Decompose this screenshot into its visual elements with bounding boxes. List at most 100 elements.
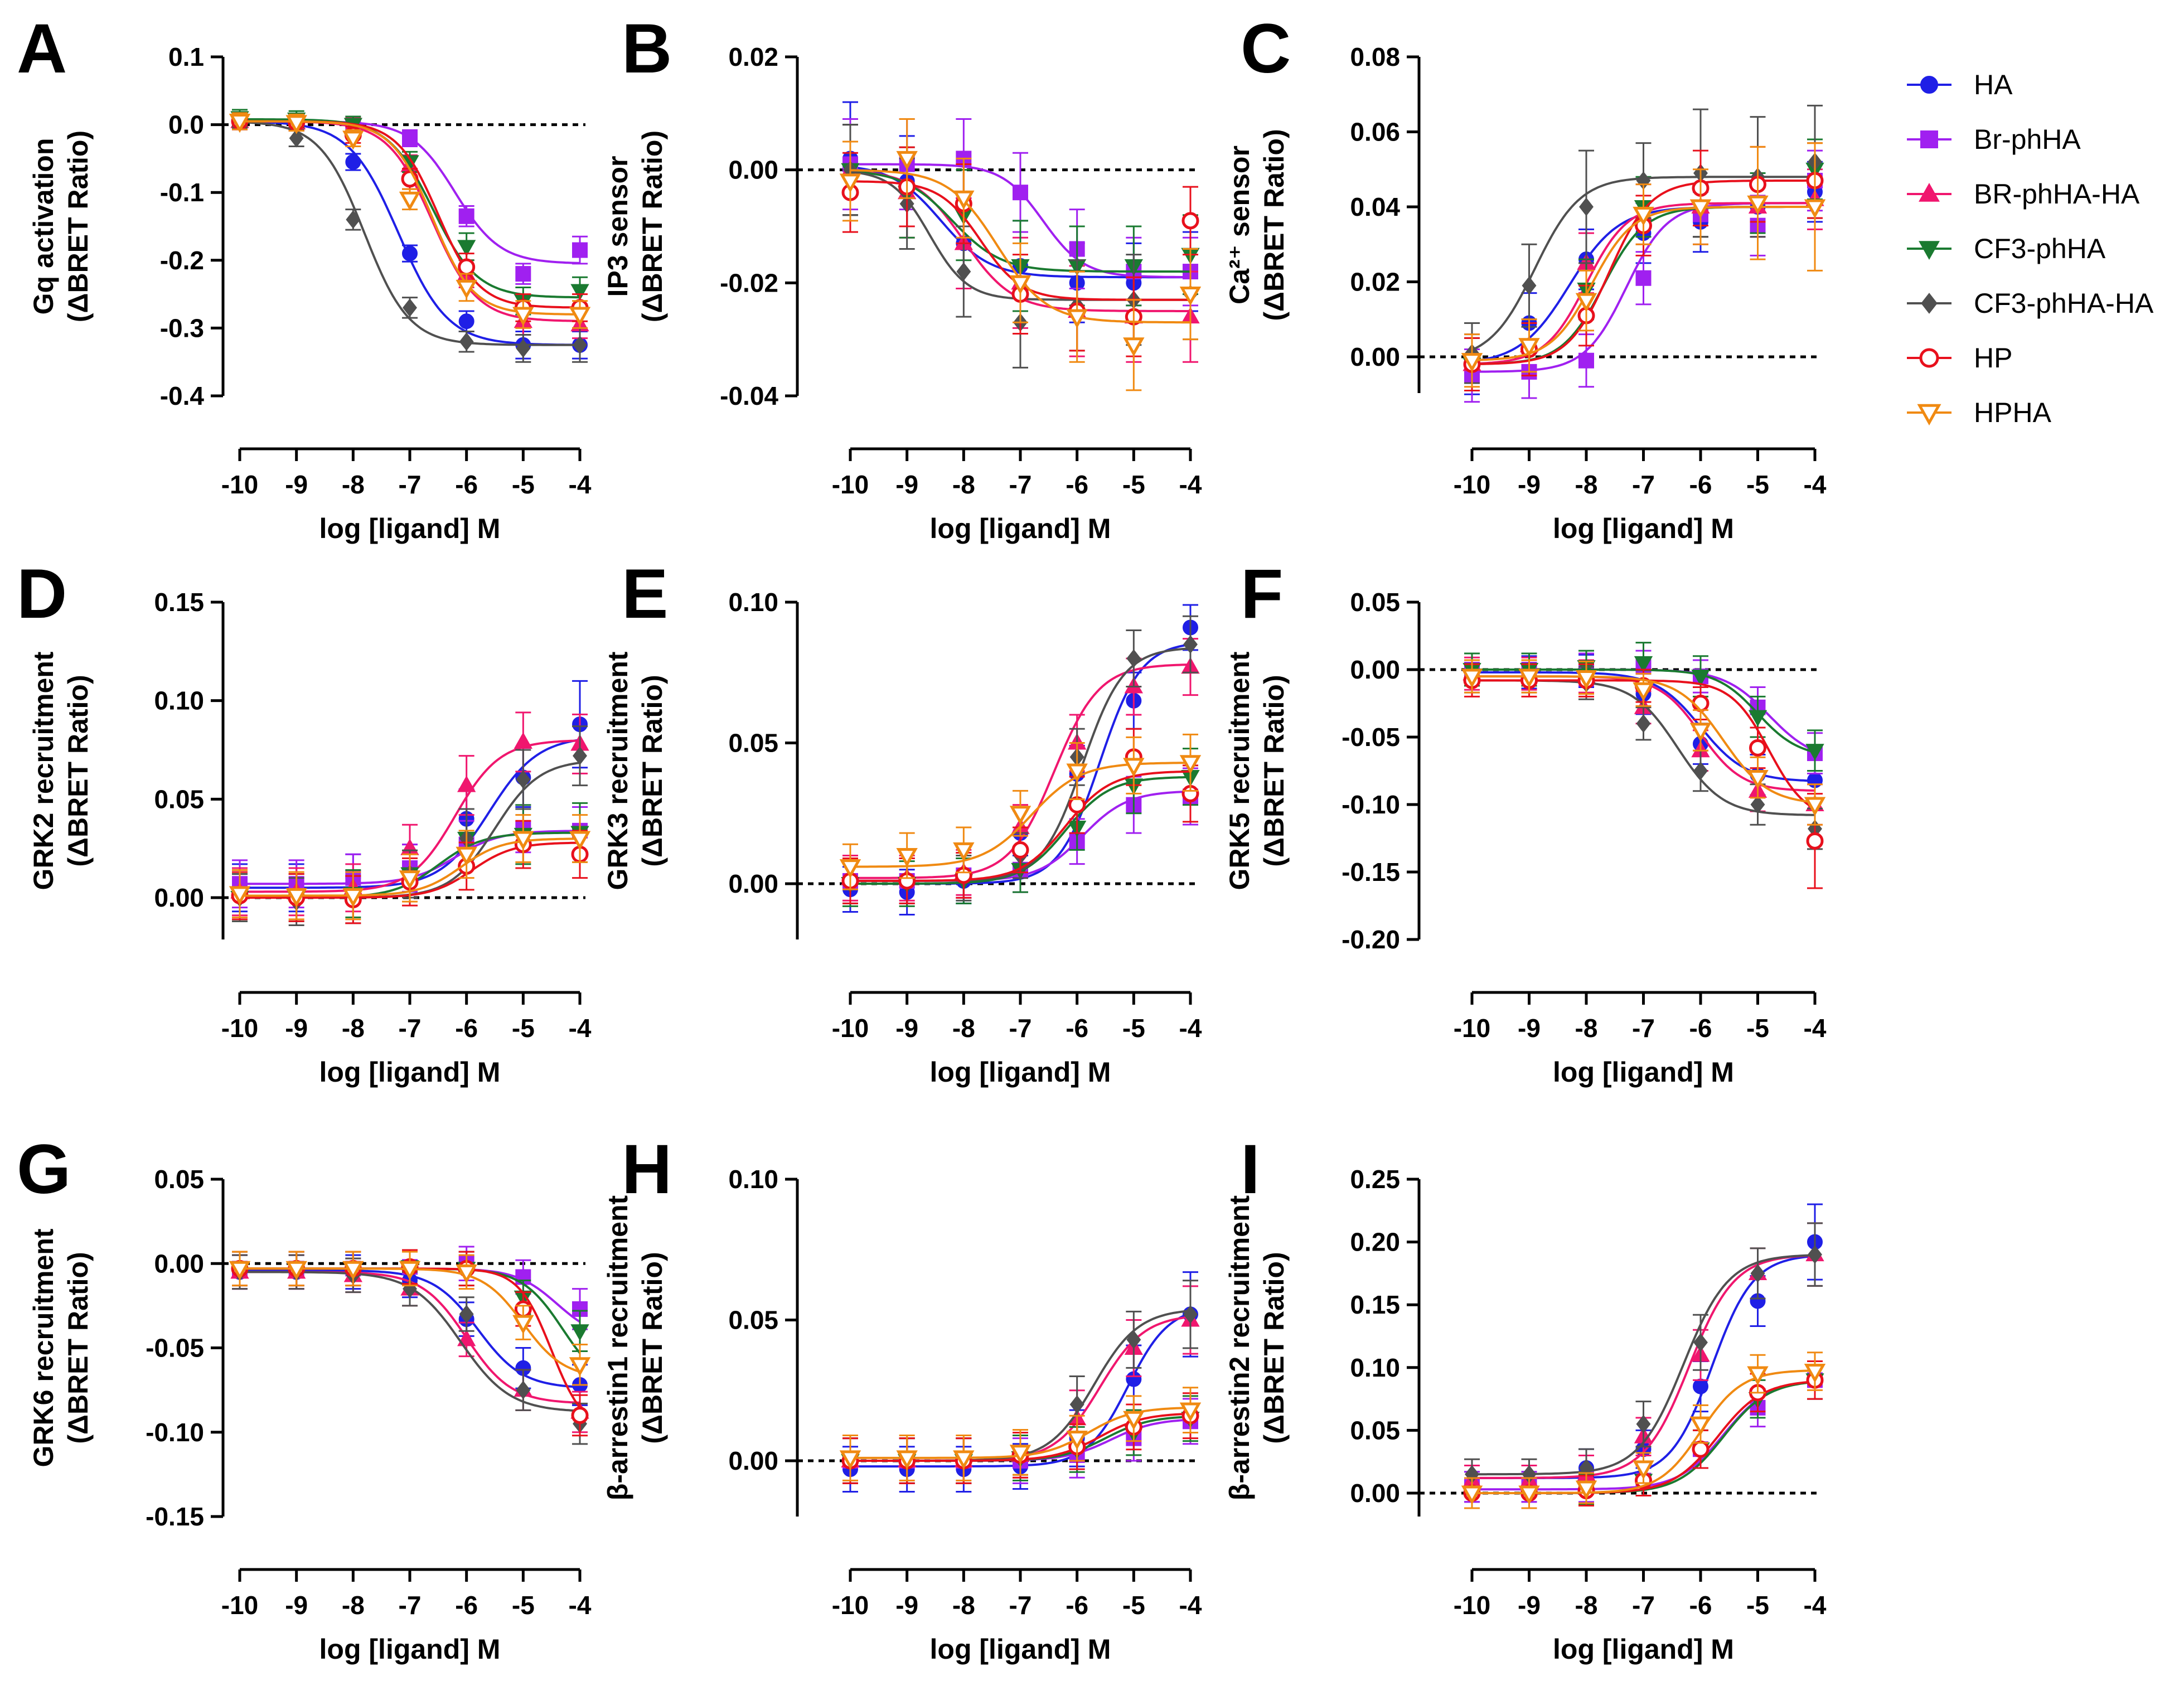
y-tick-label: 0.06 xyxy=(1350,118,1400,147)
x-tick-label: -6 xyxy=(455,1014,478,1043)
series-hpha xyxy=(839,118,1202,391)
x-tick-label: -4 xyxy=(1804,470,1827,499)
data-point xyxy=(573,336,587,355)
panel-b: B 0.02 0.00 -0.02 -0.04 -10 -9 -8 -7 -6 -5 -4 log [l… xyxy=(602,10,1202,544)
y-tick-label: 0.05 xyxy=(1350,1416,1400,1445)
y-axis-title: Ca²⁺ sensor xyxy=(1224,146,1255,304)
x-tick-label: -9 xyxy=(285,1014,308,1043)
x-tick-label: -4 xyxy=(1804,1591,1827,1620)
data-point xyxy=(572,242,588,258)
data-point xyxy=(456,279,477,299)
x-tick-label: -5 xyxy=(1746,1014,1769,1043)
y-tick-label: -0.04 xyxy=(720,381,778,410)
y-tick-label: 0.00 xyxy=(154,883,204,912)
x-tick-label: -4 xyxy=(1804,1014,1827,1043)
data-point xyxy=(229,1261,251,1281)
y-axis-title-units: (ΔBRET Ratio) xyxy=(62,130,94,322)
x-tick-label: -6 xyxy=(455,1591,478,1620)
data-point xyxy=(1123,758,1145,777)
series-ha xyxy=(232,112,588,360)
data-point xyxy=(1806,832,1824,850)
data-point xyxy=(1179,287,1202,306)
x-tick-label: -5 xyxy=(512,1014,535,1043)
y-tick-label: 0.02 xyxy=(728,42,778,71)
y-tick-label: -0.4 xyxy=(160,381,205,410)
data-point xyxy=(896,847,918,868)
data-point xyxy=(342,130,364,150)
panel-letter: C xyxy=(1241,10,1291,88)
data-point xyxy=(1689,199,1712,219)
data-point xyxy=(953,190,975,210)
data-point xyxy=(570,284,589,301)
data-point xyxy=(1183,1305,1198,1324)
data-point xyxy=(569,307,591,326)
x-tick-label: -10 xyxy=(221,1014,258,1043)
panel-letter: G xyxy=(17,1131,71,1208)
panels: A 0.1 0.0 -0.1 -0.2 -0.3 -0.4 -10 -9 -8 -7 -6 -5 -4 lo… xyxy=(17,10,1827,1665)
legend-marker xyxy=(1919,241,1940,260)
y-tick-label: 0.08 xyxy=(1350,42,1400,71)
data-point xyxy=(457,240,476,257)
x-tick-label: -7 xyxy=(1009,1591,1032,1620)
series-hpha xyxy=(1461,142,1826,388)
data-point xyxy=(1747,770,1769,789)
data-point xyxy=(1013,185,1028,201)
panel-a: A 0.1 0.0 -0.1 -0.2 -0.3 -0.4 -10 -9 -8 -7 -6 -5 -4 lo… xyxy=(17,10,592,544)
data-point xyxy=(1069,1395,1084,1414)
y-tick-label: -0.20 xyxy=(1342,925,1400,954)
data-point xyxy=(285,115,307,134)
y-tick-label: 0.02 xyxy=(1350,268,1400,297)
panel-letter: A xyxy=(17,10,67,88)
y-axis-title: IP3 sensor xyxy=(602,156,633,297)
y-tick-label: 0.10 xyxy=(154,686,204,715)
data-point xyxy=(516,1380,531,1399)
data-point xyxy=(1635,270,1652,286)
panel-letter: I xyxy=(1241,1131,1260,1208)
x-tick-label: -8 xyxy=(342,470,365,499)
data-point xyxy=(1066,1431,1088,1450)
data-point xyxy=(1633,206,1654,226)
x-tick-label: -6 xyxy=(1066,1014,1088,1043)
legend-marker xyxy=(1917,404,1941,426)
series-cf3-phha-ha xyxy=(232,112,588,363)
x-tick-label: -4 xyxy=(1179,1591,1202,1620)
y-tick-label: -0.2 xyxy=(160,246,204,275)
data-point xyxy=(516,339,531,358)
y-axis-title: β-arrestin2 recruitment xyxy=(1224,1195,1255,1500)
data-point xyxy=(399,191,421,211)
legend-label: Br-phHA xyxy=(1974,124,2081,155)
x-tick-label: -10 xyxy=(832,1591,869,1620)
data-point xyxy=(1179,1402,1202,1422)
data-point xyxy=(1518,1485,1540,1505)
data-point xyxy=(1066,309,1088,328)
data-point xyxy=(1747,1366,1769,1386)
legend: HA Br-phHA BR-phHA-HA CF3-phHA CF3-phHA-HA HP… xyxy=(1907,69,2154,428)
data-point xyxy=(896,151,918,171)
legend-item: CF3-phHA xyxy=(1907,233,2106,264)
data-point xyxy=(1009,275,1032,295)
data-point xyxy=(457,1329,476,1346)
y-tick-label: -0.15 xyxy=(1342,858,1400,886)
panel-letter: B xyxy=(622,10,672,88)
x-tick-label: -9 xyxy=(895,470,918,499)
y-tick-label: 0.25 xyxy=(1350,1165,1400,1194)
panel-d: D 0.15 0.10 0.05 0.00 -10 -9 -8 -7 -6 -5 -4 log [lig… xyxy=(17,555,592,1088)
data-point xyxy=(229,886,251,905)
data-point xyxy=(839,859,861,879)
legend-marker xyxy=(1920,76,1938,94)
data-point xyxy=(516,770,531,789)
y-axis-title-units: (ΔBRET Ratio) xyxy=(62,675,94,866)
data-point xyxy=(1123,1411,1145,1430)
data-point xyxy=(1689,1416,1712,1436)
data-point xyxy=(1461,668,1483,688)
y-axis-title-units: (ΔBRET Ratio) xyxy=(62,1252,94,1443)
data-point xyxy=(403,298,417,317)
y-axis-title: GRK3 recruitment xyxy=(602,651,633,890)
x-tick-label: -6 xyxy=(1689,470,1712,499)
x-tick-label: -8 xyxy=(1575,470,1598,499)
data-point xyxy=(289,129,304,148)
data-point xyxy=(569,1357,591,1377)
panel-g: G 0.05 0.00 -0.05 -0.10 -0.15 -10 -9 -8 -7 -6 -5 -4 l… xyxy=(17,1131,592,1665)
x-tick-label: -5 xyxy=(512,470,535,499)
